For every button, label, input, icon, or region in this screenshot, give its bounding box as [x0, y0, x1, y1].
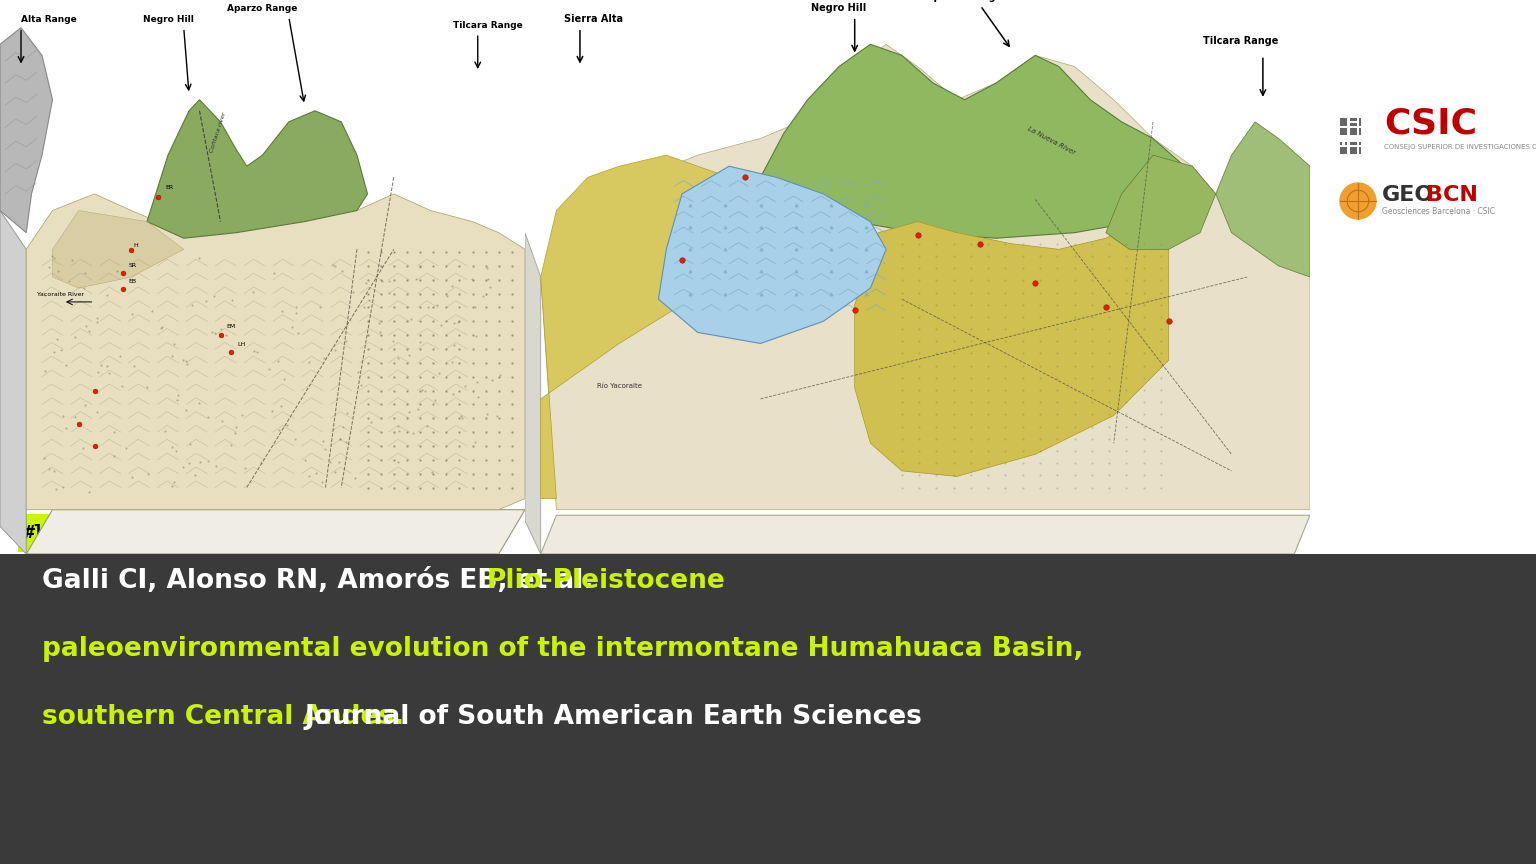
Bar [1350, 147, 1356, 154]
Text: SR: SR [129, 263, 137, 268]
Text: Yacoraite River: Yacoraite River [37, 292, 84, 297]
Text: CONSEJO SUPERIOR DE INVESTIGACIONES CIENTÍFICAS: CONSEJO SUPERIOR DE INVESTIGACIONES CIEN… [1384, 143, 1536, 149]
Polygon shape [1339, 183, 1376, 219]
Bar [18, 514, 247, 552]
Polygon shape [26, 510, 525, 554]
Polygon shape [854, 211, 1169, 476]
Polygon shape [760, 44, 1200, 238]
Text: Tilcara Range: Tilcara Range [453, 21, 524, 29]
Bar [0, 554, 1536, 864]
Text: La Nueva River: La Nueva River [1026, 126, 1075, 156]
Polygon shape [1106, 156, 1217, 250]
Polygon shape [541, 515, 1310, 554]
Text: H: H [134, 243, 138, 247]
Polygon shape [147, 99, 367, 238]
Bar [1359, 147, 1361, 154]
Bar [1350, 128, 1356, 135]
Polygon shape [26, 177, 525, 510]
Polygon shape [525, 232, 541, 554]
Text: 2.5 - 1.5 Ma: 2.5 - 1.5 Ma [610, 487, 727, 506]
Text: southern Central Andes.: southern Central Andes. [41, 704, 404, 730]
Polygon shape [0, 28, 52, 232]
Bar [1344, 142, 1347, 144]
Bar [1359, 128, 1361, 135]
Polygon shape [541, 44, 1310, 510]
Text: #latest_publications: #latest_publications [25, 524, 241, 543]
Text: 4.8: 4.8 [12, 487, 43, 506]
Polygon shape [541, 156, 776, 499]
Bar [1359, 118, 1361, 125]
Polygon shape [1217, 122, 1310, 277]
Text: EM: EM [227, 324, 237, 329]
Text: LH: LH [237, 342, 246, 347]
Text: Plio-Pleistocene: Plio-Pleistocene [487, 568, 725, 594]
Text: Tilcara Range: Tilcara Range [1203, 36, 1278, 47]
Polygon shape [0, 211, 26, 554]
Bar [1350, 118, 1356, 121]
Bar [1339, 128, 1347, 135]
Bar [1350, 142, 1356, 144]
Bar [1339, 142, 1342, 144]
Text: EB: EB [129, 278, 137, 283]
Text: Río Yacoraite: Río Yacoraite [596, 383, 642, 389]
Text: Aparzo Range: Aparzo Range [227, 4, 298, 13]
Text: Galli CI, Alonso RN, Amorós EB, et al.: Galli CI, Alonso RN, Amorós EB, et al. [41, 568, 602, 594]
Text: paleoenvironmental evolution of the intermontane Humahuaca Basin,: paleoenvironmental evolution of the inte… [41, 636, 1083, 662]
Text: Sierra Alta: Sierra Alta [564, 14, 624, 24]
Bar [1359, 142, 1361, 144]
Text: CSIC: CSIC [1384, 107, 1478, 141]
Text: Coñtaca river: Coñtaca river [209, 111, 227, 153]
Text: Alta Range: Alta Range [22, 16, 77, 24]
Text: GEO: GEO [1382, 185, 1435, 205]
Text: Aparzo Range: Aparzo Range [926, 0, 1003, 2]
Bar [1350, 124, 1356, 125]
Text: ER: ER [166, 186, 174, 190]
Polygon shape [52, 211, 184, 288]
Bar [1339, 118, 1347, 125]
Text: BCN: BCN [1425, 185, 1478, 205]
Polygon shape [659, 166, 886, 344]
Text: Geosciences Barcelona · CSIC: Geosciences Barcelona · CSIC [1382, 206, 1495, 215]
Text: Negro Hill: Negro Hill [811, 3, 866, 13]
Text: Negro Hill: Negro Hill [143, 16, 194, 24]
Bar [1339, 147, 1347, 154]
Text: Journal of South American Earth Sciences: Journal of South American Earth Sciences [304, 704, 922, 730]
